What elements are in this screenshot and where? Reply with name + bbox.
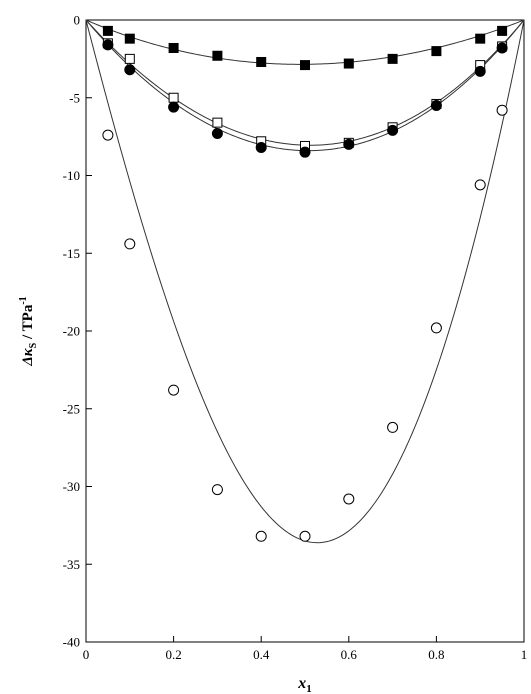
- fit-curve: [85, 19, 525, 146]
- data-point-open-circle: [124, 238, 136, 250]
- y-axis-label: ΔκS / TPa-1: [18, 296, 39, 366]
- data-point-filled-square: [300, 60, 310, 71]
- fit-curve: [85, 19, 525, 152]
- data-point-open-square: [124, 53, 135, 64]
- y-axis-label-sup: -1: [18, 296, 29, 304]
- data-point-open-circle: [496, 104, 508, 116]
- data-point-filled-circle: [255, 142, 267, 154]
- y-tick-label: -30: [63, 479, 80, 494]
- data-point-filled-circle: [102, 39, 114, 51]
- data-point-filled-circle: [474, 65, 486, 77]
- x-axis-label-sub: 1: [306, 683, 312, 694]
- data-point-open-circle: [255, 530, 267, 542]
- y-tick-label: -10: [63, 168, 80, 183]
- y-tick-label: -25: [63, 401, 80, 416]
- plot-frame: [85, 19, 525, 643]
- x-tick-label: 0: [83, 647, 90, 662]
- data-point-open-square: [168, 92, 179, 103]
- data-point-filled-circle: [343, 138, 355, 150]
- y-axis-label-unit: / TPa: [20, 304, 36, 343]
- data-point-open-square: [212, 117, 223, 128]
- data-point-filled-square: [168, 42, 179, 53]
- data-point-open-circle: [474, 179, 486, 191]
- y-tick-label: 0: [74, 13, 81, 28]
- y-axis-ticks: 0 -5 -10 -15 -20 -25 -30 -35 -40: [63, 13, 92, 650]
- data-point-filled-circle: [299, 146, 311, 158]
- x-tick-label: 0.2: [165, 647, 181, 662]
- data-point-filled-square: [124, 33, 135, 44]
- x-axis-label: x1: [297, 675, 312, 694]
- data-point-filled-circle: [496, 42, 508, 54]
- data-point-filled-circle: [387, 124, 399, 136]
- data-point-open-circle: [211, 484, 223, 496]
- data-point-filled-square: [431, 46, 442, 57]
- data-point-filled-square: [497, 25, 508, 36]
- x-tick-label: 0.6: [341, 647, 358, 662]
- data-point-filled-circle: [211, 128, 223, 140]
- data-point-filled-square: [343, 58, 354, 69]
- y-tick-label: -20: [63, 324, 80, 339]
- x-axis-label-main: x: [297, 675, 306, 692]
- x-tick-label: 0.4: [253, 647, 270, 662]
- data-point-open-circle: [299, 530, 311, 542]
- data-point-open-circle: [168, 384, 180, 396]
- x-tick-label: 1: [521, 647, 528, 662]
- fit-curve: [85, 19, 525, 65]
- y-tick-label: -35: [63, 557, 80, 572]
- data-point-filled-circle: [168, 101, 180, 113]
- data-point-filled-square: [475, 33, 486, 44]
- y-tick-label: -40: [63, 635, 80, 650]
- data-point-filled-circle: [430, 100, 442, 112]
- data-point-open-circle: [387, 421, 399, 433]
- y-axis-label-main: Δκ: [20, 347, 36, 366]
- data-points: [102, 25, 508, 542]
- data-point-filled-circle: [124, 64, 136, 76]
- x-tick-label: 0.8: [428, 647, 444, 662]
- y-tick-label: -5: [69, 90, 80, 105]
- data-point-open-circle: [430, 322, 442, 334]
- data-point-filled-square: [212, 50, 223, 61]
- data-point-filled-square: [256, 56, 267, 67]
- x-axis-ticks: 0 0.2 0.4 0.6 0.8 1: [83, 636, 528, 662]
- data-point-filled-square: [387, 53, 398, 64]
- data-point-filled-square: [102, 25, 113, 36]
- fit-curves: [85, 19, 525, 544]
- fit-curve: [85, 19, 525, 544]
- y-axis-label-sub: S: [28, 342, 39, 348]
- data-point-open-circle: [102, 129, 114, 141]
- data-point-open-circle: [343, 493, 355, 505]
- y-tick-label: -15: [63, 246, 80, 261]
